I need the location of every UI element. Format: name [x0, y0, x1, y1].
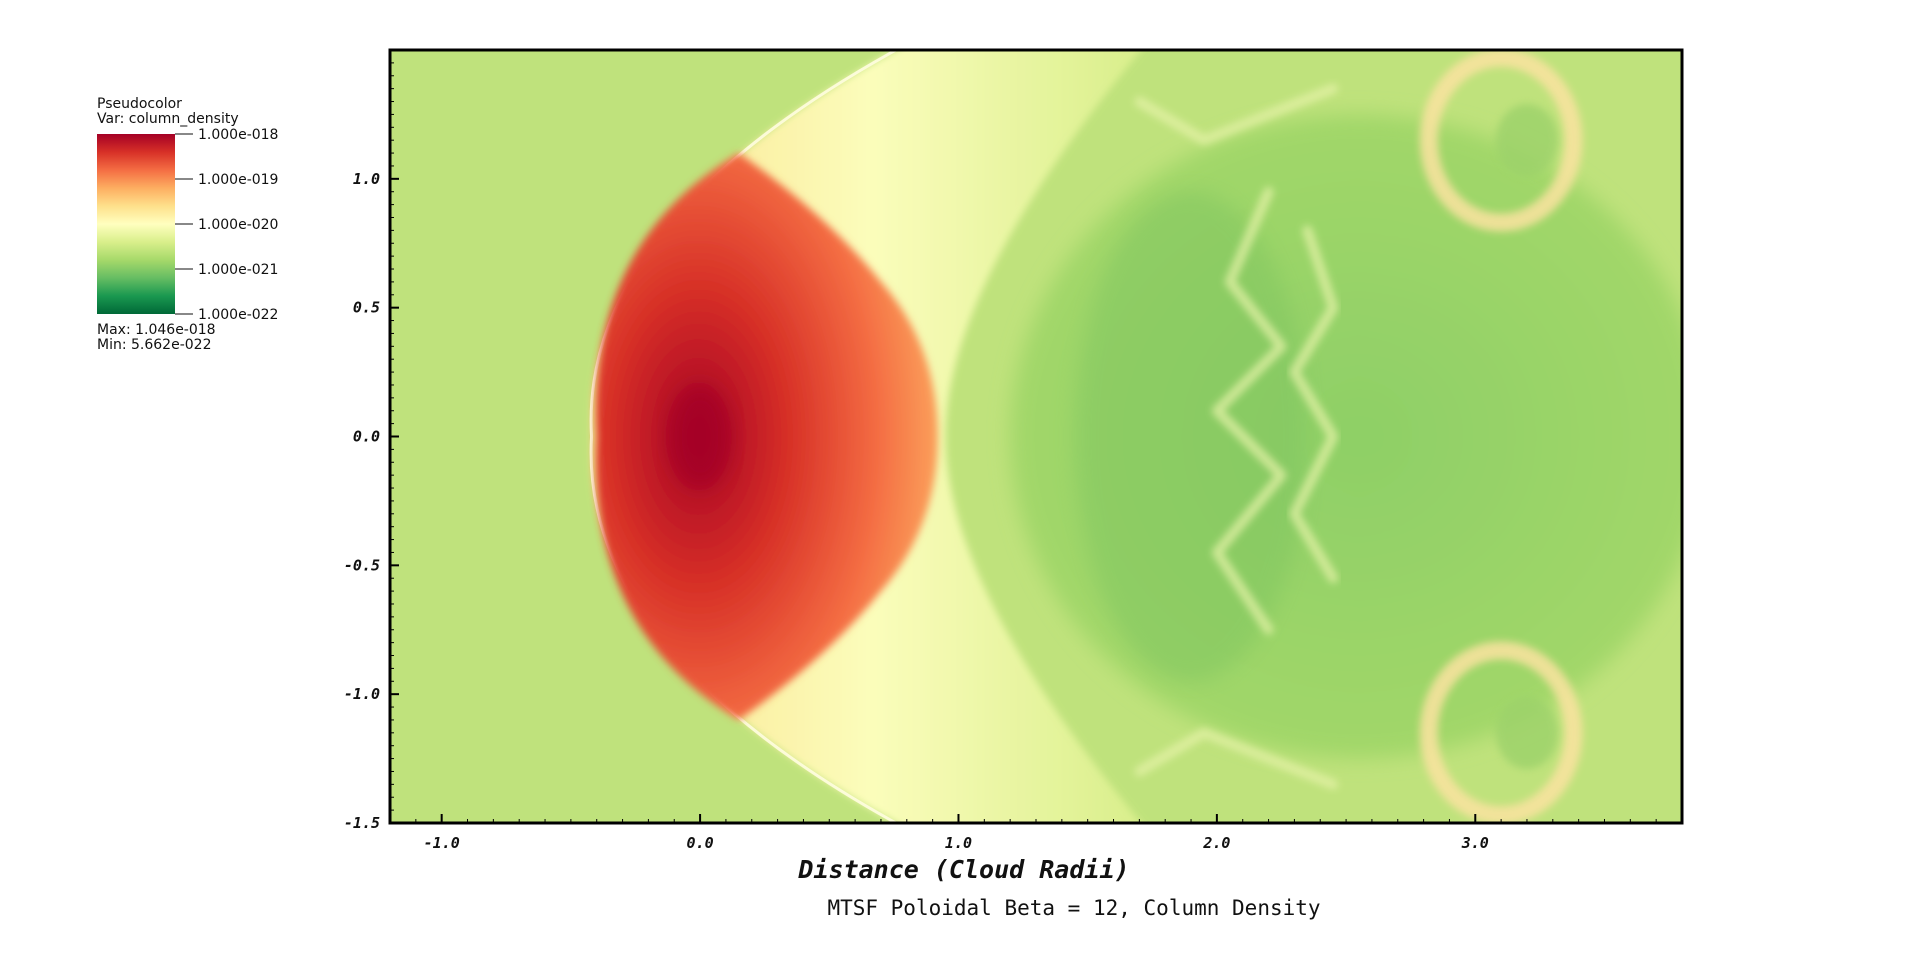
- y-tick-label: 1.0: [353, 170, 380, 188]
- wake-inner: [1074, 191, 1308, 682]
- y-tick-label: 0.0: [353, 428, 380, 446]
- colorbar-tick-label: 1.000e-021: [198, 262, 278, 278]
- wake-ring-core: [1495, 696, 1558, 769]
- y-tick-label: 0.5: [353, 299, 380, 317]
- wake-filament: [1211, 186, 1287, 635]
- colorbar-ticks: 1.000e-018 1.000e-019 1.000e-020 1.000e-021…: [175, 127, 278, 323]
- y-tick-label: -0.5: [344, 556, 380, 574]
- colorbar-tick-label: 1.000e-018: [198, 127, 278, 143]
- x-tick-label: 3.0: [1461, 834, 1489, 852]
- x-tick-label: 0.0: [687, 834, 714, 852]
- axes: -1.0 0.0 1.0 2.0 3.0 1.0 0.5 0.0 -0.5 -1.0 -1.5: [344, 48, 1684, 852]
- y-tick-label: -1.0: [344, 685, 380, 703]
- legend-variable: Var: column_density: [97, 111, 239, 127]
- colorbar-tick-label: 1.000e-020: [198, 217, 278, 233]
- plot-title: MTSF Poloidal Beta = 12, Column Density: [827, 896, 1320, 920]
- heatmap-field: [390, 50, 1682, 823]
- legend-min: Min: 5.662e-022: [97, 337, 211, 353]
- x-tick-label: 1.0: [945, 834, 972, 852]
- wake-filament: [1289, 225, 1339, 584]
- colorbar: [97, 134, 175, 314]
- legend-plot-type: Pseudocolor: [97, 96, 182, 112]
- x-axis-title: Distance (Cloud Radii): [797, 855, 1129, 884]
- x-tick-label: -1.0: [424, 834, 460, 852]
- colorbar-tick-label: 1.000e-022: [198, 307, 278, 323]
- wake-ring-core: [1495, 104, 1558, 177]
- legend-max: Max: 1.046e-018: [97, 322, 216, 338]
- wake-filament: [1134, 83, 1339, 146]
- wake-ring-top: [1419, 50, 1583, 232]
- wake-filament: [1134, 727, 1339, 790]
- dense-cloud-core: [596, 153, 938, 720]
- legend: Pseudocolor Var: column_density 1.000e-0…: [97, 96, 278, 353]
- y-tick-label: -1.5: [344, 814, 380, 832]
- colorbar-tick-label: 1.000e-019: [198, 172, 278, 188]
- wake-ring-bottom: [1419, 641, 1583, 823]
- core-peak: [669, 384, 732, 489]
- x-tick-label: 2.0: [1202, 834, 1230, 852]
